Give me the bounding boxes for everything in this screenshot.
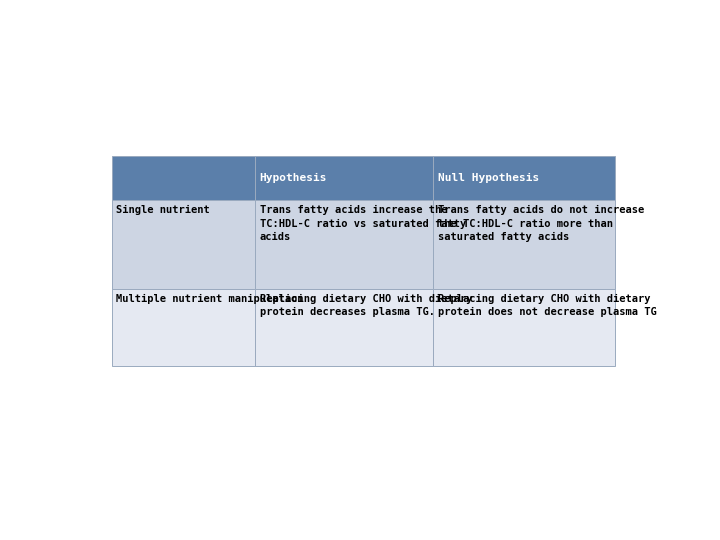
Text: Replacing dietary CHO with dietary
protein does not decrease plasma TG: Replacing dietary CHO with dietary prote… bbox=[438, 294, 657, 317]
Text: Hypothesis: Hypothesis bbox=[260, 173, 327, 183]
Text: Null Hypothesis: Null Hypothesis bbox=[438, 173, 539, 183]
Text: Multiple nutrient manipulation: Multiple nutrient manipulation bbox=[117, 294, 304, 303]
Text: Trans fatty acids increase the
TC:HDL-C ratio vs saturated fatty
acids: Trans fatty acids increase the TC:HDL-C … bbox=[260, 205, 466, 242]
Bar bbox=[255, 289, 433, 366]
Text: Trans fatty acids do not increase
the TC:HDL-C ratio more than
saturated fatty a: Trans fatty acids do not increase the TC… bbox=[438, 205, 644, 242]
Bar bbox=[433, 156, 616, 200]
Bar bbox=[255, 156, 433, 200]
Bar bbox=[433, 289, 616, 366]
Bar bbox=[112, 289, 255, 366]
Text: Single nutrient: Single nutrient bbox=[117, 205, 210, 215]
Bar bbox=[255, 200, 433, 289]
Bar bbox=[112, 200, 255, 289]
Bar bbox=[112, 156, 255, 200]
Bar bbox=[433, 200, 616, 289]
Text: Replacing dietary CHO with dietary
protein decreases plasma TG.: Replacing dietary CHO with dietary prote… bbox=[260, 294, 472, 317]
